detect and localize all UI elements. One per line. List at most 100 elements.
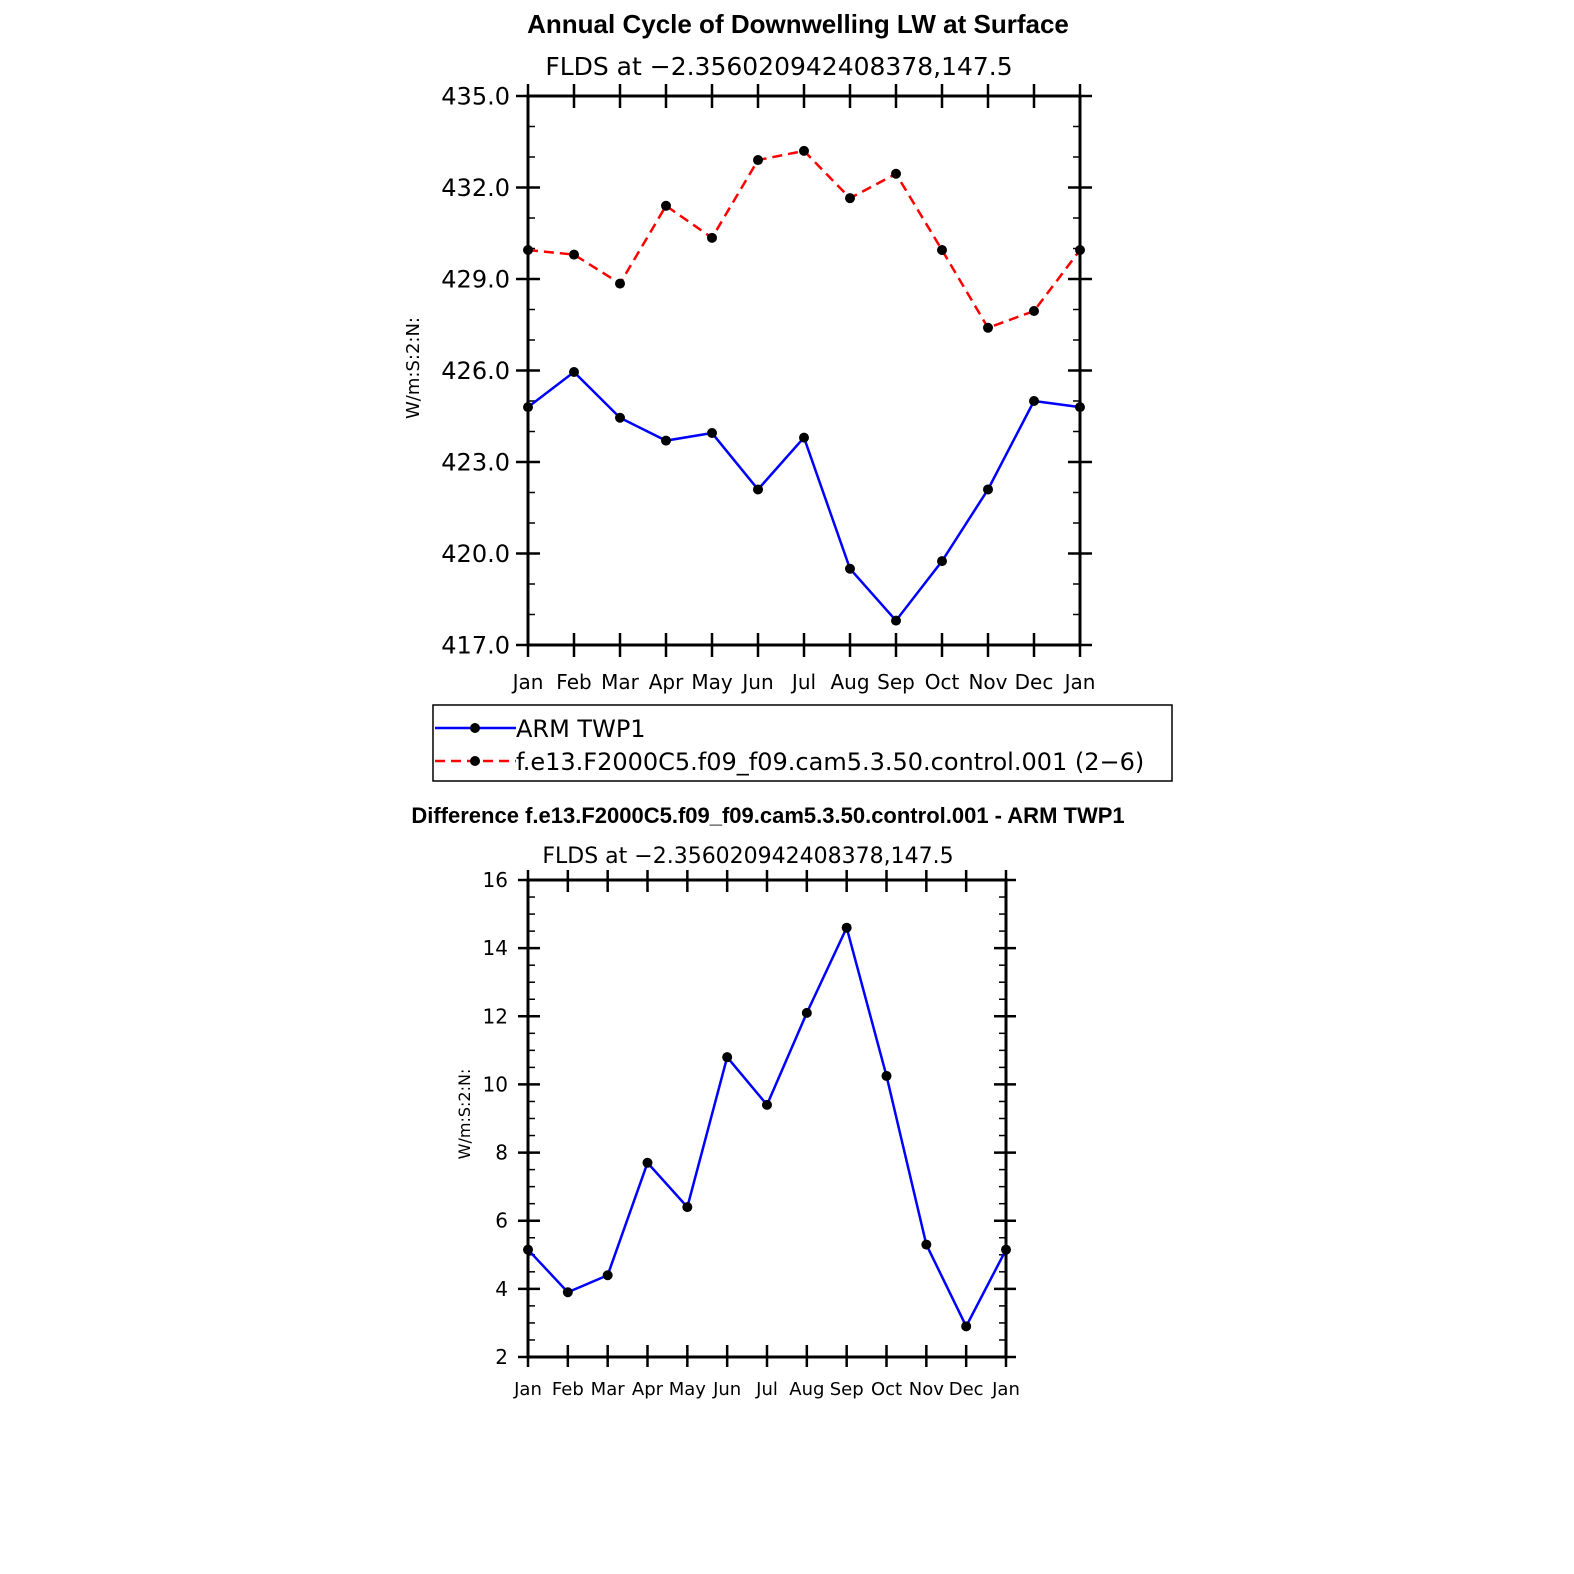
y-tick-label: 429.0 bbox=[441, 265, 510, 293]
x-tick-label: Jul bbox=[790, 670, 816, 694]
data-point bbox=[921, 1239, 932, 1250]
data-point bbox=[961, 1321, 972, 1332]
x-tick-label: Dec bbox=[949, 1379, 984, 1400]
y-tick-label: 6 bbox=[495, 1209, 508, 1233]
data-point bbox=[891, 615, 901, 626]
y-tick-label: 14 bbox=[483, 936, 508, 960]
chart-title: Difference f.e13.F2000C5.f09_f09.cam5.3.… bbox=[411, 803, 1124, 828]
legend-box bbox=[432, 704, 1173, 782]
data-point bbox=[1075, 245, 1085, 256]
data-point bbox=[891, 168, 901, 179]
x-tick-label: Jul bbox=[755, 1379, 778, 1400]
data-point bbox=[661, 435, 671, 446]
x-tick-label: Aug bbox=[789, 1379, 824, 1400]
data-point bbox=[801, 1007, 812, 1018]
x-tick-label: Nov bbox=[968, 670, 1007, 694]
data-point bbox=[753, 484, 763, 495]
y-tick-label: 423.0 bbox=[441, 448, 510, 476]
y-tick-label: 417.0 bbox=[441, 631, 510, 659]
y-tick-label: 426.0 bbox=[441, 357, 510, 385]
chart-subtitle: FLDS at −2.356020942408378,147.5 bbox=[542, 844, 953, 869]
plot-area: Jan Feb Mar Apr May Jun Jul Aug Sep Oct Nov Dec Jan2… bbox=[483, 868, 1020, 1400]
data-point bbox=[569, 367, 579, 378]
x-tick-label: May bbox=[691, 670, 733, 694]
data-point bbox=[983, 322, 993, 333]
data-point bbox=[845, 563, 855, 574]
y-tick-label: 12 bbox=[483, 1004, 508, 1028]
data-point bbox=[983, 484, 993, 495]
x-tick-label: Mar bbox=[591, 1379, 626, 1400]
data-point bbox=[1075, 402, 1085, 413]
legend-label-arm: ARM TWP1 bbox=[516, 715, 646, 743]
y-tick-label: 432.0 bbox=[441, 174, 510, 202]
y-tick-label: 8 bbox=[495, 1141, 508, 1165]
x-tick-label: Aug bbox=[830, 670, 869, 694]
x-tick-label: Sep bbox=[830, 1379, 864, 1400]
y-axis-label: W/m:S:2:N: bbox=[403, 317, 424, 419]
data-point bbox=[661, 200, 671, 211]
x-tick-label: Nov bbox=[909, 1379, 944, 1400]
data-point bbox=[799, 432, 809, 443]
x-tick-label: Feb bbox=[556, 670, 591, 694]
data-point bbox=[937, 245, 947, 256]
data-point bbox=[1001, 1244, 1011, 1255]
data-point bbox=[523, 245, 533, 256]
series-line-1 bbox=[527, 149, 1081, 330]
data-point bbox=[615, 412, 625, 423]
data-point bbox=[642, 1157, 653, 1168]
data-point bbox=[523, 1244, 533, 1255]
x-tick-label: Mar bbox=[601, 670, 640, 694]
data-point bbox=[722, 1052, 733, 1063]
data-point bbox=[762, 1099, 772, 1110]
y-tick-label: 10 bbox=[483, 1072, 508, 1096]
x-tick-label: Apr bbox=[649, 670, 684, 694]
x-tick-label: Oct bbox=[925, 670, 960, 694]
data-point bbox=[523, 402, 533, 413]
data-point bbox=[707, 232, 717, 243]
data-point bbox=[753, 155, 763, 166]
data-point bbox=[569, 249, 579, 260]
x-tick-label: Feb bbox=[552, 1379, 584, 1400]
series-line-0 bbox=[527, 370, 1081, 623]
legend-label-model: f.e13.F2000C5.f09_f09.cam5.3.50.control.… bbox=[516, 748, 1144, 776]
x-tick-label: Sep bbox=[877, 670, 915, 694]
series-line-0 bbox=[527, 924, 1008, 1330]
data-point bbox=[799, 145, 809, 156]
x-tick-label: Jan bbox=[513, 1379, 542, 1400]
data-point bbox=[841, 922, 852, 933]
legend: ARM TWP1 f.e13.F2000C5.f09_f09.cam5.3.50… bbox=[432, 704, 1173, 782]
y-tick-label: 16 bbox=[483, 868, 508, 892]
annual-cycle-chart: Annual Cycle of Downwelling LW at Surfac… bbox=[403, 9, 1173, 782]
y-tick-label: 435.0 bbox=[441, 82, 510, 110]
data-point bbox=[937, 556, 947, 567]
y-tick-label: 2 bbox=[495, 1345, 508, 1369]
plot-frame bbox=[526, 878, 1008, 1359]
data-point bbox=[881, 1070, 892, 1081]
data-point bbox=[1029, 396, 1039, 406]
x-tick-label: Oct bbox=[871, 1379, 902, 1400]
chart-subtitle: FLDS at −2.356020942408378,147.5 bbox=[545, 52, 1012, 81]
x-tick-label: Jan bbox=[511, 670, 544, 694]
data-point bbox=[562, 1287, 573, 1298]
data-point bbox=[707, 428, 717, 439]
difference-chart: Difference f.e13.F2000C5.f09_f09.cam5.3.… bbox=[411, 803, 1124, 1400]
x-tick-label: Jun bbox=[740, 670, 773, 694]
x-tick-label: Jan bbox=[1063, 670, 1096, 694]
x-tick-label: May bbox=[669, 1379, 707, 1400]
x-tick-label: Dec bbox=[1015, 670, 1054, 694]
data-point bbox=[845, 193, 855, 204]
data-point bbox=[615, 278, 625, 289]
legend-marker-arm bbox=[470, 723, 480, 733]
x-tick-label: Jun bbox=[712, 1379, 741, 1400]
y-tick-label: 420.0 bbox=[441, 540, 510, 568]
y-axis-label: W/m:S:2:N: bbox=[455, 1069, 474, 1160]
plot-area: Jan Feb Mar Apr May Jun Jul Aug Sep Oct Nov Dec Jan4… bbox=[441, 82, 1095, 694]
legend-marker-model bbox=[470, 756, 480, 766]
y-tick-label: 4 bbox=[495, 1277, 508, 1301]
chart-title: Annual Cycle of Downwelling LW at Surfac… bbox=[527, 9, 1069, 39]
plot-frame bbox=[526, 94, 1082, 647]
data-point bbox=[682, 1202, 693, 1213]
data-point bbox=[602, 1270, 613, 1281]
x-tick-label: Jan bbox=[991, 1379, 1020, 1400]
